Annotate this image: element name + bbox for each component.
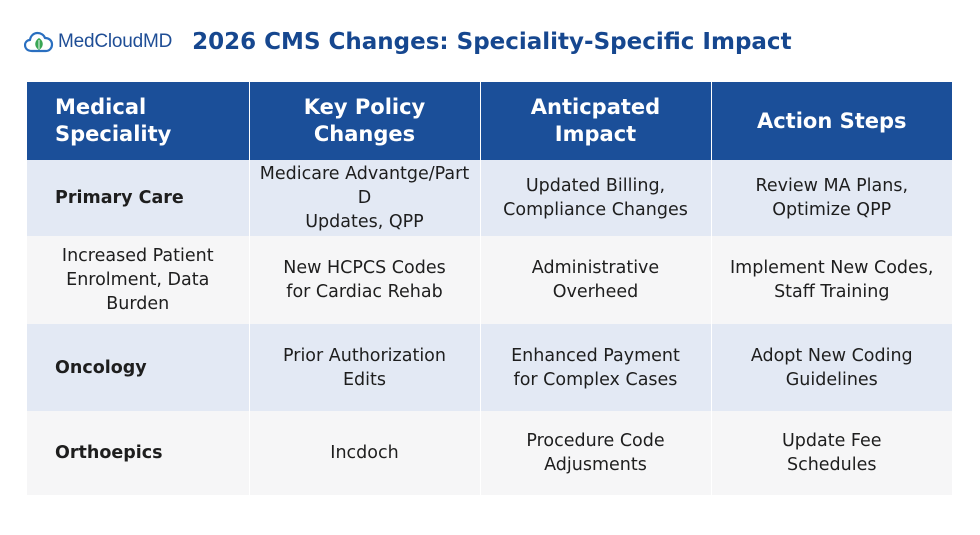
policy-cell: Incdoch [249,411,481,495]
action-cell: Review MA Plans, Optimize QPP [711,160,952,236]
column-header-impact: Anticpated Impact [480,82,712,160]
table-row: Increased Patient Enrolment, Data Burden… [27,236,952,324]
cloud-leaf-icon [24,31,54,53]
action-cell: Update Fee Schedules [711,411,952,495]
page-title: 2026 CMS Changes: Speciality-Specific Im… [192,29,792,55]
policy-cell: Medicare Advantge/Part D Updates, QPP [249,160,481,236]
speciality-cell: Increased Patient Enrolment, Data Burden [27,236,250,324]
impact-table: Medical Speciality Key Policy Changes An… [27,82,952,495]
impact-cell: Updated Billing, Compliance Changes [480,160,712,236]
speciality-cell: Oncology [27,324,250,411]
logo-text: MedCloudMD [58,31,173,52]
policy-cell: Prior Authorization Edits [249,324,481,411]
column-header-action-steps: Action Steps [711,82,952,160]
policy-cell: New HCPCS Codes for Cardiac Rehab [249,236,481,324]
table-row: Orthoepics Incdoch Procedure Code Adjusm… [27,411,952,495]
impact-cell: Procedure Code Adjusments [480,411,712,495]
action-cell: Adopt New Coding Guidelines [711,324,952,411]
impact-cell: Enhanced Payment for Complex Cases [480,324,712,411]
header: MedCloudMD 2026 CMS Changes: Speciality-… [24,22,792,62]
logo: MedCloudMD [24,30,172,54]
speciality-cell: Primary Care [27,160,250,236]
speciality-cell: Orthoepics [27,411,250,495]
action-cell: Implement New Codes, Staff Training [711,236,952,324]
table-row: Primary Care Medicare Advantge/Part D Up… [27,160,952,236]
column-header-speciality: Medical Speciality [27,82,250,160]
impact-cell: Administrative Overheed [480,236,712,324]
table-header-row: Medical Speciality Key Policy Changes An… [27,82,952,160]
table-row: Oncology Prior Authorization Edits Enhan… [27,324,952,411]
column-header-policy-changes: Key Policy Changes [249,82,481,160]
